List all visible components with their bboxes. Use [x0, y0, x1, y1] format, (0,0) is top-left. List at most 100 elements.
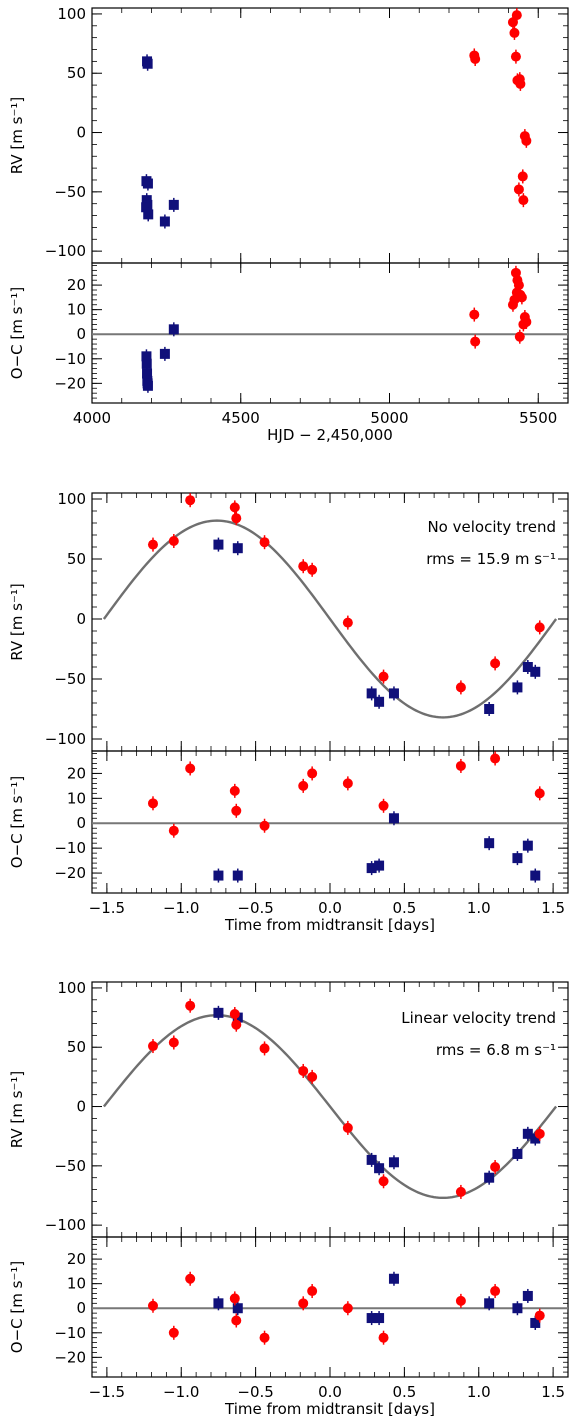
- x-axis-label: HJD − 2,450,000: [267, 426, 393, 444]
- data-point-circle: [342, 1122, 353, 1133]
- y-tick-label: 100: [57, 979, 86, 997]
- data-point-square: [142, 178, 153, 189]
- y-tick-label: 20: [67, 276, 86, 294]
- x-tick-label: 1.5: [541, 899, 565, 917]
- data-point-circle: [378, 1176, 389, 1187]
- y-tick-label: 100: [57, 5, 86, 23]
- x-tick-label: 0.5: [392, 1383, 416, 1401]
- data-point-circle: [510, 51, 521, 62]
- data-point-square: [484, 838, 495, 849]
- x-tick-label: 0.0: [318, 899, 342, 917]
- x-tick-label: 1.5: [541, 1383, 565, 1401]
- data-point-circle: [342, 1303, 353, 1314]
- orbit-fit-curve: [102, 519, 558, 719]
- x-tick-label: −0.5: [237, 899, 273, 917]
- y-tick-label: −100: [45, 1216, 86, 1234]
- data-point-circle: [490, 658, 501, 669]
- data-point-circle: [307, 768, 318, 779]
- data-point-square: [484, 704, 495, 714]
- chart-panel-6: −20 −10 0 10 20 −1.5 −1.0 −0.5 0.0 0.5 1.0 1.5 Time …: [8, 1236, 569, 1416]
- data-point-square: [522, 1290, 533, 1301]
- x-tick-label: 0.0: [318, 1383, 342, 1401]
- data-point-square: [366, 688, 377, 699]
- data-point-circle: [469, 309, 480, 320]
- data-point-circle: [514, 74, 525, 85]
- data-point-circle: [185, 1273, 196, 1284]
- data-point-square: [232, 543, 243, 554]
- data-point-circle: [147, 1300, 158, 1311]
- y-tick-label: 0: [76, 814, 86, 832]
- data-point-circle: [147, 798, 158, 809]
- y-tick-label: 0: [76, 325, 86, 343]
- y-axis-label: O−C [m s⁻¹]: [8, 776, 26, 868]
- data-point-circle: [470, 336, 481, 347]
- plot-frame: [91, 1236, 569, 1378]
- plot-frame: [91, 750, 569, 894]
- data-point-circle: [490, 753, 501, 764]
- data-point-square: [522, 662, 533, 672]
- orbit-fit-curve: [102, 1014, 558, 1200]
- data-point-square: [159, 216, 170, 227]
- data-point-square: [484, 1298, 495, 1309]
- data-point-circle: [521, 316, 532, 327]
- data-point-circle: [298, 1298, 309, 1309]
- data-point-circle: [231, 805, 242, 816]
- data-point-circle: [168, 825, 179, 836]
- y-tick-label: 10: [67, 301, 86, 319]
- data-point-square: [366, 1154, 377, 1165]
- data-point-square: [374, 1163, 385, 1174]
- y-tick-label: −20: [54, 864, 86, 882]
- data-point-circle: [521, 135, 532, 146]
- data-point-square: [366, 863, 377, 874]
- data-point-square: [168, 199, 179, 210]
- x-tick-label: 1.0: [467, 899, 491, 917]
- data-point-circle: [534, 622, 545, 633]
- chart-panel-4: −20 −10 0 10 20 −1.5 −1.0 −0.5 0.0 0.5 1.0 1.5 Time …: [8, 750, 569, 934]
- plot-annotation: Linear velocity trend: [401, 1009, 556, 1027]
- y-tick-label: −100: [45, 730, 86, 748]
- chart-panel-3: −100 −50 0 50 100 RV [m s⁻¹] No velocity trend…: [8, 490, 569, 752]
- x-tick-label: −1.0: [163, 899, 199, 917]
- plot-annotation: No velocity trend: [427, 518, 556, 536]
- data-point-square: [232, 1303, 243, 1314]
- y-tick-label: 10: [67, 1275, 86, 1293]
- data-point-circle: [342, 778, 353, 789]
- data-point-square: [512, 1303, 523, 1314]
- data-point-circle: [490, 1286, 501, 1297]
- y-tick-label: 100: [57, 490, 86, 508]
- data-point-square: [142, 58, 153, 69]
- y-tick-label: 0: [76, 1098, 86, 1116]
- y-tick-label: −20: [54, 374, 86, 392]
- data-point-circle: [509, 27, 520, 38]
- data-point-circle: [307, 1286, 318, 1297]
- data-point-circle: [298, 780, 309, 791]
- data-point-square: [141, 351, 152, 362]
- data-point-square: [522, 1128, 533, 1139]
- chart-panel-1: −100 −50 0 50 100 RV [m s⁻¹]: [8, 5, 569, 264]
- y-tick-label: 10: [67, 789, 86, 807]
- y-axis-label: O−C [m s⁻¹]: [8, 287, 26, 379]
- y-tick-label: 20: [67, 1250, 86, 1268]
- plot-annotation: rms = 15.9 m s⁻¹: [426, 550, 556, 568]
- y-tick-label: 20: [67, 764, 86, 782]
- data-point-circle: [455, 760, 466, 771]
- data-point-square: [213, 1007, 224, 1018]
- data-point-circle: [534, 788, 545, 799]
- x-tick-label: 4500: [222, 409, 260, 427]
- x-tick-label: −1.5: [89, 899, 125, 917]
- data-point-circle: [185, 1000, 196, 1011]
- data-point-circle: [378, 671, 389, 682]
- y-tick-label: −50: [54, 1157, 86, 1175]
- data-point-square: [213, 539, 224, 550]
- data-point-circle: [517, 171, 528, 182]
- y-tick-label: −20: [54, 1348, 86, 1366]
- y-axis-label: RV [m s⁻¹]: [8, 1071, 26, 1148]
- y-tick-label: −100: [45, 242, 86, 260]
- y-tick-label: 0: [76, 610, 86, 628]
- data-point-circle: [307, 564, 318, 575]
- x-tick-label: 4000: [73, 409, 111, 427]
- data-point-circle: [298, 561, 309, 572]
- data-point-circle: [513, 280, 524, 291]
- data-point-circle: [455, 1295, 466, 1306]
- y-tick-label: 50: [67, 1038, 86, 1056]
